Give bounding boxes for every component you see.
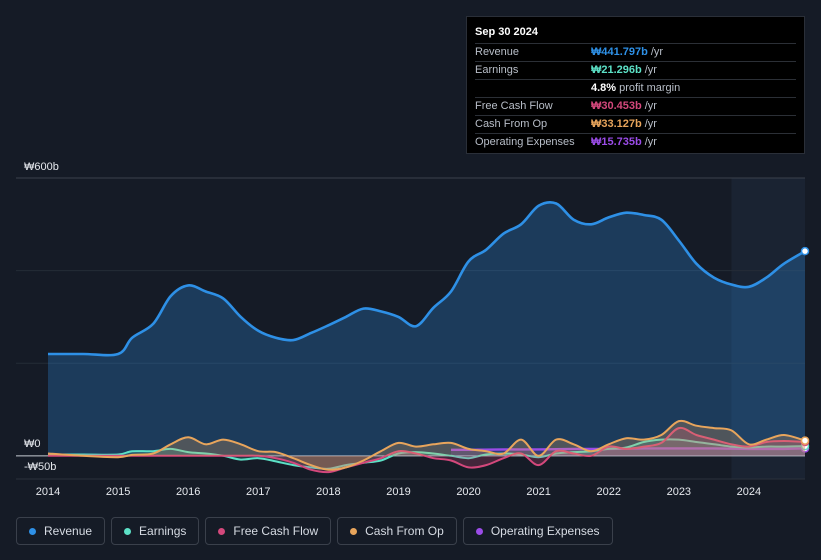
tooltip-unit: /yr	[650, 46, 664, 58]
chart: ₩600b ₩0 -₩50b 2014 2015 2016 2017 2018 2019 2…	[16, 161, 810, 498]
tooltip-row-free-cash-flow: Free Cash Flow ₩30.453b /yr	[475, 97, 796, 115]
revenue-end-point	[800, 246, 810, 256]
x-axis: 2014 2015 2016 2017 2018 2019 2020 2021 2022 2023…	[36, 486, 761, 498]
tooltip-row-revenue: Revenue ₩441.797b /yr	[475, 43, 796, 61]
legend-item-earnings[interactable]: Earnings	[111, 517, 200, 545]
cash-from-op-line	[47, 419, 806, 471]
free-cash-flow-area	[48, 427, 805, 473]
x-tick-label: 2017	[246, 486, 270, 498]
tooltip-panel: Sep 30 2024 Revenue ₩441.797b /yr Earnin…	[466, 16, 805, 154]
tooltip-row-cash-from-op: Cash From Op ₩33.127b /yr	[475, 115, 796, 133]
tooltip-label	[475, 80, 591, 97]
y-tick-zero: ₩0	[24, 438, 41, 450]
tooltip-label: Free Cash Flow	[475, 100, 553, 112]
tooltip-unit: /yr	[644, 100, 657, 112]
x-tick-label: 2022	[596, 486, 620, 498]
tooltip-value: ₩33.127b	[591, 118, 642, 130]
x-tick-label: 2020	[456, 486, 480, 498]
revenue-area	[48, 202, 805, 456]
x-tick-label: 2018	[316, 486, 340, 498]
tooltip-row-profit-margin: 4.8% profit margin	[475, 79, 796, 97]
tooltip-label: Operating Expenses	[475, 136, 575, 148]
tooltip-unit: /yr	[644, 118, 657, 130]
x-tick-label: 2024	[737, 486, 761, 498]
legend-dot-icon	[475, 527, 483, 535]
x-tick-label: 2021	[526, 486, 550, 498]
x-tick-label: 2016	[176, 486, 200, 498]
y-tick-bottom: -₩50b	[24, 461, 56, 473]
legend-item-cash-from-op[interactable]: Cash From Op	[337, 517, 457, 545]
tooltip-value: ₩30.453b	[591, 100, 642, 112]
tooltip-label: Revenue	[475, 46, 520, 58]
tooltip-unit: /yr	[644, 64, 657, 76]
x-tick-label: 2019	[386, 486, 410, 498]
cash-from-op-end-point	[800, 436, 810, 445]
tooltip-value: ₩15.735b	[591, 136, 642, 148]
legend-label: Revenue	[44, 524, 93, 538]
free-cash-flow-line	[47, 426, 806, 474]
legend-item-operating-expenses[interactable]: Operating Expenses	[462, 517, 613, 545]
legend-dot-icon	[29, 527, 36, 535]
tooltip-row-operating-expenses: Operating Expenses ₩15.735b /yr	[475, 133, 796, 151]
tooltip-unit: profit margin	[619, 82, 681, 94]
series-layer	[47, 200, 810, 474]
tooltip-date: Sep 30 2024	[475, 26, 538, 38]
legend: Revenue Earnings Free Cash Flow Cash Fro…	[16, 517, 613, 547]
tooltip-unit: /yr	[644, 136, 657, 148]
y-tick-top: ₩600b	[24, 161, 59, 173]
x-tick-label: 2015	[106, 486, 130, 498]
legend-label: Operating Expenses	[490, 524, 600, 538]
legend-label: Earnings	[139, 524, 187, 538]
legend-dot-icon	[124, 527, 132, 535]
tooltip-value: ₩441.797b	[591, 46, 648, 58]
x-tick-label: 2023	[667, 486, 691, 498]
legend-label: Free Cash Flow	[233, 524, 319, 538]
legend-dot-icon	[350, 527, 358, 535]
tooltip-value: ₩21.296b	[591, 64, 642, 76]
earnings-line	[47, 438, 806, 470]
legend-item-free-cash-flow[interactable]: Free Cash Flow	[205, 517, 332, 545]
earnings-area	[48, 439, 805, 469]
tooltip-label: Earnings	[475, 64, 519, 76]
tooltip-row-earnings: Earnings ₩21.296b /yr	[475, 61, 796, 79]
tooltip-value: 4.8%	[591, 82, 617, 94]
revenue-line	[47, 200, 806, 357]
legend-dot-icon	[218, 527, 226, 535]
legend-label: Cash From Op	[365, 524, 444, 538]
legend-item-revenue[interactable]: Revenue	[16, 517, 106, 545]
x-tick-label: 2014	[36, 486, 60, 498]
cash-from-op-area	[48, 420, 805, 470]
tooltip-label: Cash From Op	[475, 118, 548, 130]
highlight-region	[731, 178, 805, 479]
